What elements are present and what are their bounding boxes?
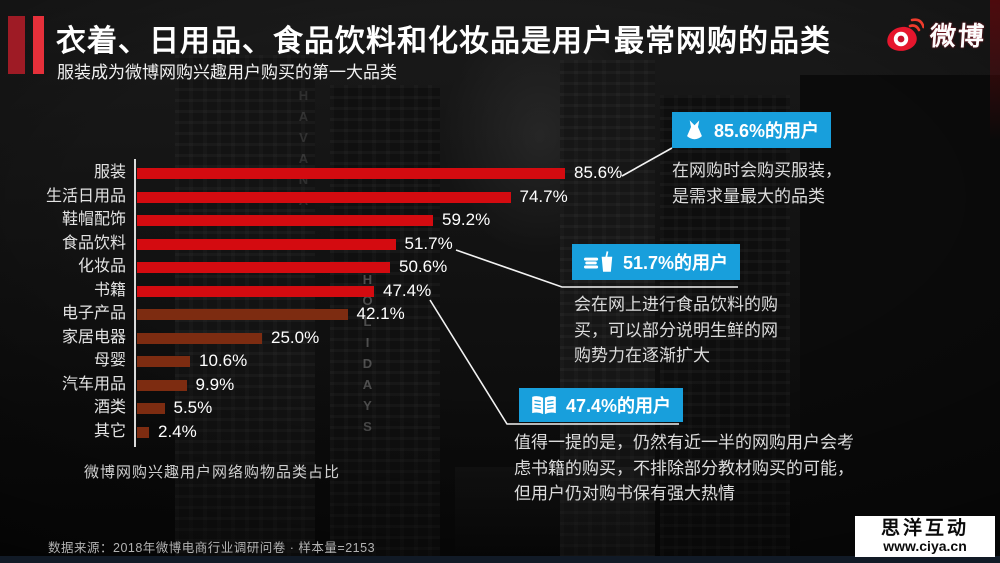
weibo-eye-icon bbox=[886, 17, 924, 52]
data-source: 数据来源：2018年微博电商行业调研问卷 · 样本量=2153 bbox=[48, 541, 376, 555]
value-label: 74.7% bbox=[519, 186, 568, 206]
callout-clothing-text: 在网购时会购买服装， 是需求量最大的品类 bbox=[672, 161, 842, 206]
callout-books-box: 47.4%的用户 bbox=[519, 388, 684, 422]
value-label: 47.4% bbox=[383, 280, 432, 300]
callout-headline: 85.6%的用户 bbox=[714, 121, 820, 141]
watermark-url: www.ciya.cn bbox=[883, 538, 967, 555]
bar-chart: 服装 85.6% 生活日用品 74.7% 鞋帽配饰 59.2% 食品饮料 51.7% 化妆品 50… bbox=[0, 159, 700, 447]
food-drink-icon bbox=[584, 251, 614, 273]
bar bbox=[137, 356, 190, 367]
category-label: 母婴 bbox=[93, 352, 126, 369]
value-label: 10.6% bbox=[199, 351, 248, 370]
chart-row: 汽车用品 9.9% bbox=[0, 373, 700, 397]
chart-caption: 微博网购兴趣用户网络购物品类占比 bbox=[84, 464, 341, 481]
value-label: 50.6% bbox=[399, 257, 448, 276]
value-label: 9.9% bbox=[195, 374, 235, 394]
title-accent-bar-bright bbox=[33, 16, 44, 74]
callout-food-box: 51.7%的用户 bbox=[572, 244, 741, 280]
bar bbox=[137, 215, 433, 226]
bottom-strip bbox=[0, 556, 1000, 563]
value-label: 5.5% bbox=[173, 398, 213, 417]
bar bbox=[137, 262, 390, 273]
chart-row: 服装 85.6% bbox=[0, 161, 700, 185]
dress-icon bbox=[684, 119, 705, 141]
chart-row: 母婴 10.6% bbox=[0, 349, 700, 373]
bar bbox=[137, 403, 165, 414]
category-label: 电子产品 bbox=[61, 305, 126, 322]
bar bbox=[137, 309, 348, 320]
page-subtitle: 服装成为微博网购兴趣用户购买的第一大品类 bbox=[57, 63, 397, 82]
category-label: 酒类 bbox=[93, 399, 126, 416]
weibo-logo: 微博 bbox=[886, 16, 987, 53]
callout-books-text: 值得一提的是，仍然有近一半的网购用户会考 虑书籍的购买，不排除部分教材购买的可能… bbox=[514, 433, 854, 503]
watermark: 思洋互动 www.ciya.cn bbox=[855, 516, 995, 557]
category-label: 服装 bbox=[93, 164, 126, 181]
callout-headline: 51.7%的用户 bbox=[623, 253, 729, 273]
page-title: 衣着、日用品、食品饮料和化妆品是用户最常网购的品类 bbox=[56, 25, 831, 58]
category-label: 化妆品 bbox=[77, 258, 126, 275]
bar bbox=[137, 191, 511, 203]
chart-row: 家居电器 25.0% bbox=[0, 326, 700, 350]
category-label: 食品饮料 bbox=[61, 234, 126, 252]
bar bbox=[137, 285, 374, 297]
callout-food-text: 会在网上进行食品饮料的购 买，可以部分说明生鲜的网 购势力在逐渐扩大 bbox=[574, 295, 778, 365]
bar bbox=[137, 379, 187, 391]
category-label: 家居电器 bbox=[61, 328, 126, 346]
chart-row: 生活日用品 74.7% bbox=[0, 185, 700, 209]
title-accent-bar-dark bbox=[8, 16, 25, 74]
chart-row: 电子产品 42.1% bbox=[0, 302, 700, 326]
chart-row: 其它 2.4% bbox=[0, 420, 700, 444]
book-icon bbox=[531, 395, 557, 415]
callout-headline: 47.4%的用户 bbox=[566, 396, 672, 416]
chart-axis bbox=[134, 159, 136, 447]
category-label: 鞋帽配饰 bbox=[61, 211, 126, 228]
bar bbox=[137, 332, 262, 344]
category-label: 生活日用品 bbox=[45, 187, 126, 205]
category-label: 其它 bbox=[93, 422, 126, 440]
bar bbox=[137, 238, 396, 250]
value-label: 42.1% bbox=[356, 304, 405, 323]
category-label: 汽车用品 bbox=[61, 375, 126, 393]
chart-row: 化妆品 50.6% bbox=[0, 255, 700, 279]
chart-row: 鞋帽配饰 59.2% bbox=[0, 208, 700, 232]
value-label: 51.7% bbox=[404, 233, 453, 253]
value-label: 25.0% bbox=[271, 327, 320, 347]
bar bbox=[137, 426, 149, 438]
value-label: 2.4% bbox=[158, 421, 197, 441]
value-label: 59.2% bbox=[442, 210, 491, 229]
bar bbox=[137, 168, 565, 179]
chart-row: 食品饮料 51.7% bbox=[0, 232, 700, 256]
watermark-name: 思洋互动 bbox=[880, 518, 969, 540]
value-label: 85.6% bbox=[574, 163, 623, 182]
category-label: 书籍 bbox=[93, 281, 126, 299]
callout-clothing-box: 85.6%的用户 bbox=[672, 112, 832, 148]
chart-row: 酒类 5.5% bbox=[0, 396, 700, 420]
weibo-logo-text: 微博 bbox=[928, 21, 987, 51]
chart-row: 书籍 47.4% bbox=[0, 279, 700, 303]
